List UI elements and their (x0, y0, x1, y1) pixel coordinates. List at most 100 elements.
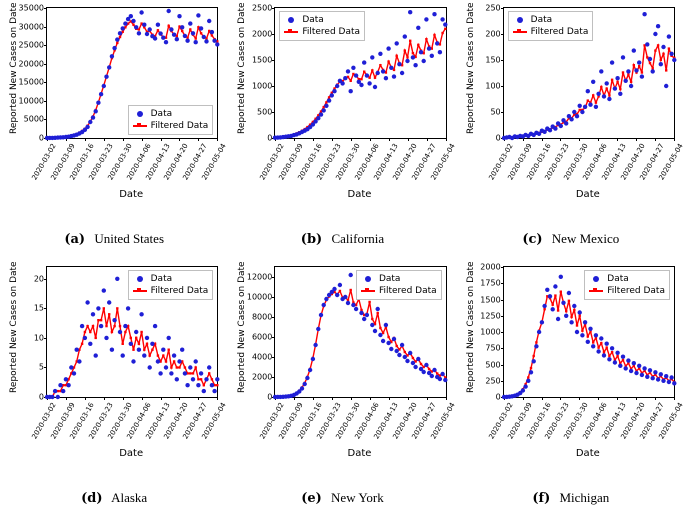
data-marker (443, 378, 447, 382)
data-marker (658, 62, 662, 66)
legend-filtered-label: Filtered Data (151, 120, 209, 132)
data-marker (604, 342, 608, 346)
filtered-marker (380, 327, 382, 329)
data-marker (110, 348, 114, 352)
legend-dot-icon (133, 109, 147, 119)
legend-dot-icon (284, 15, 298, 25)
data-marker (427, 46, 431, 50)
x-tick-mark (579, 138, 580, 141)
x-tick-mark (542, 138, 543, 141)
filtered-marker (565, 310, 567, 312)
filtered-marker (371, 318, 373, 320)
data-marker (645, 375, 649, 379)
filtered-marker (619, 88, 621, 90)
data-marker (528, 370, 532, 374)
filtered-marker (407, 56, 409, 58)
data-marker (629, 84, 633, 88)
data-marker (631, 48, 635, 52)
data-marker (384, 76, 388, 80)
data-marker (626, 358, 630, 362)
filtered-marker (586, 99, 588, 101)
legend-data-label: Data (607, 273, 629, 285)
data-marker (134, 25, 138, 29)
data-marker (438, 377, 442, 381)
data-marker (373, 329, 377, 333)
filtered-marker (369, 77, 371, 79)
data-marker (75, 348, 79, 352)
data-marker (137, 348, 141, 352)
data-marker (156, 359, 160, 363)
data-marker (430, 54, 434, 58)
data-marker (99, 92, 103, 96)
x-tick-mark (446, 397, 447, 400)
data-marker (612, 86, 616, 90)
data-marker (199, 26, 203, 30)
data-marker (172, 33, 176, 37)
data-marker (126, 306, 130, 310)
plot-area: 0501001502002502020-03-022020-03-092020-… (503, 7, 675, 139)
data-marker (139, 10, 143, 14)
data-marker (207, 19, 211, 23)
legend-filtered-label: Filtered Data (379, 285, 437, 297)
data-marker (72, 371, 76, 375)
filtered-marker (659, 59, 661, 61)
data-marker (591, 80, 595, 84)
data-marker (620, 355, 624, 359)
data-marker (585, 340, 589, 344)
legend-row-data: Data (513, 14, 589, 26)
x-tick-mark (542, 397, 543, 400)
filtered-marker (605, 346, 607, 348)
filtered-marker (611, 351, 613, 353)
data-marker (561, 301, 565, 305)
data-marker (177, 14, 181, 18)
data-marker (50, 395, 54, 399)
filtered-marker (132, 349, 134, 351)
y-axis-label: Reported New Cases on Date (466, 2, 476, 134)
data-marker (142, 23, 146, 27)
x-tick-mark (617, 138, 618, 141)
filtered-marker (151, 349, 153, 351)
data-marker (577, 310, 581, 314)
data-marker (653, 32, 657, 36)
x-tick-mark (313, 138, 314, 141)
data-marker (588, 103, 592, 107)
panel-grid: 050001000015000200002500030000350002020-… (0, 0, 685, 518)
legend-filtered-label: Filtered Data (531, 26, 589, 38)
panel-caption: (a) United States (0, 231, 228, 247)
data-marker (177, 359, 181, 363)
data-marker (335, 293, 339, 297)
data-marker (387, 46, 391, 50)
legend-row-filtered: Filtered Data (133, 285, 209, 297)
caption-text: Michigan (556, 490, 609, 505)
y-tick: 30000 (19, 22, 47, 31)
x-tick-mark (332, 397, 333, 400)
legend-row-filtered: Filtered Data (284, 26, 360, 38)
x-tick-mark (560, 138, 561, 141)
y-axis-label: Reported New Cases on Date (466, 261, 476, 393)
filtered-marker (138, 343, 140, 345)
data-marker (188, 21, 192, 25)
data-marker (104, 336, 108, 340)
x-tick-mark (636, 397, 637, 400)
filtered-marker (621, 71, 623, 73)
filtered-marker (135, 337, 137, 339)
data-marker (58, 383, 62, 387)
filtered-marker (92, 325, 94, 327)
data-marker (194, 359, 198, 363)
x-tick-mark (408, 397, 409, 400)
data-marker (107, 300, 111, 304)
caption-text: New York (328, 490, 384, 505)
data-marker (596, 92, 600, 96)
data-marker (381, 339, 385, 343)
data-marker (53, 389, 57, 393)
data-marker (199, 371, 203, 375)
filtered-marker (557, 309, 559, 311)
data-marker (191, 377, 195, 381)
filtered-marker (371, 69, 373, 71)
x-tick-mark (198, 138, 199, 141)
legend: DataFiltered Data (356, 270, 442, 300)
data-marker (664, 374, 668, 378)
filtered-marker (554, 294, 556, 296)
data-marker (77, 359, 81, 363)
x-tick-mark (332, 138, 333, 141)
